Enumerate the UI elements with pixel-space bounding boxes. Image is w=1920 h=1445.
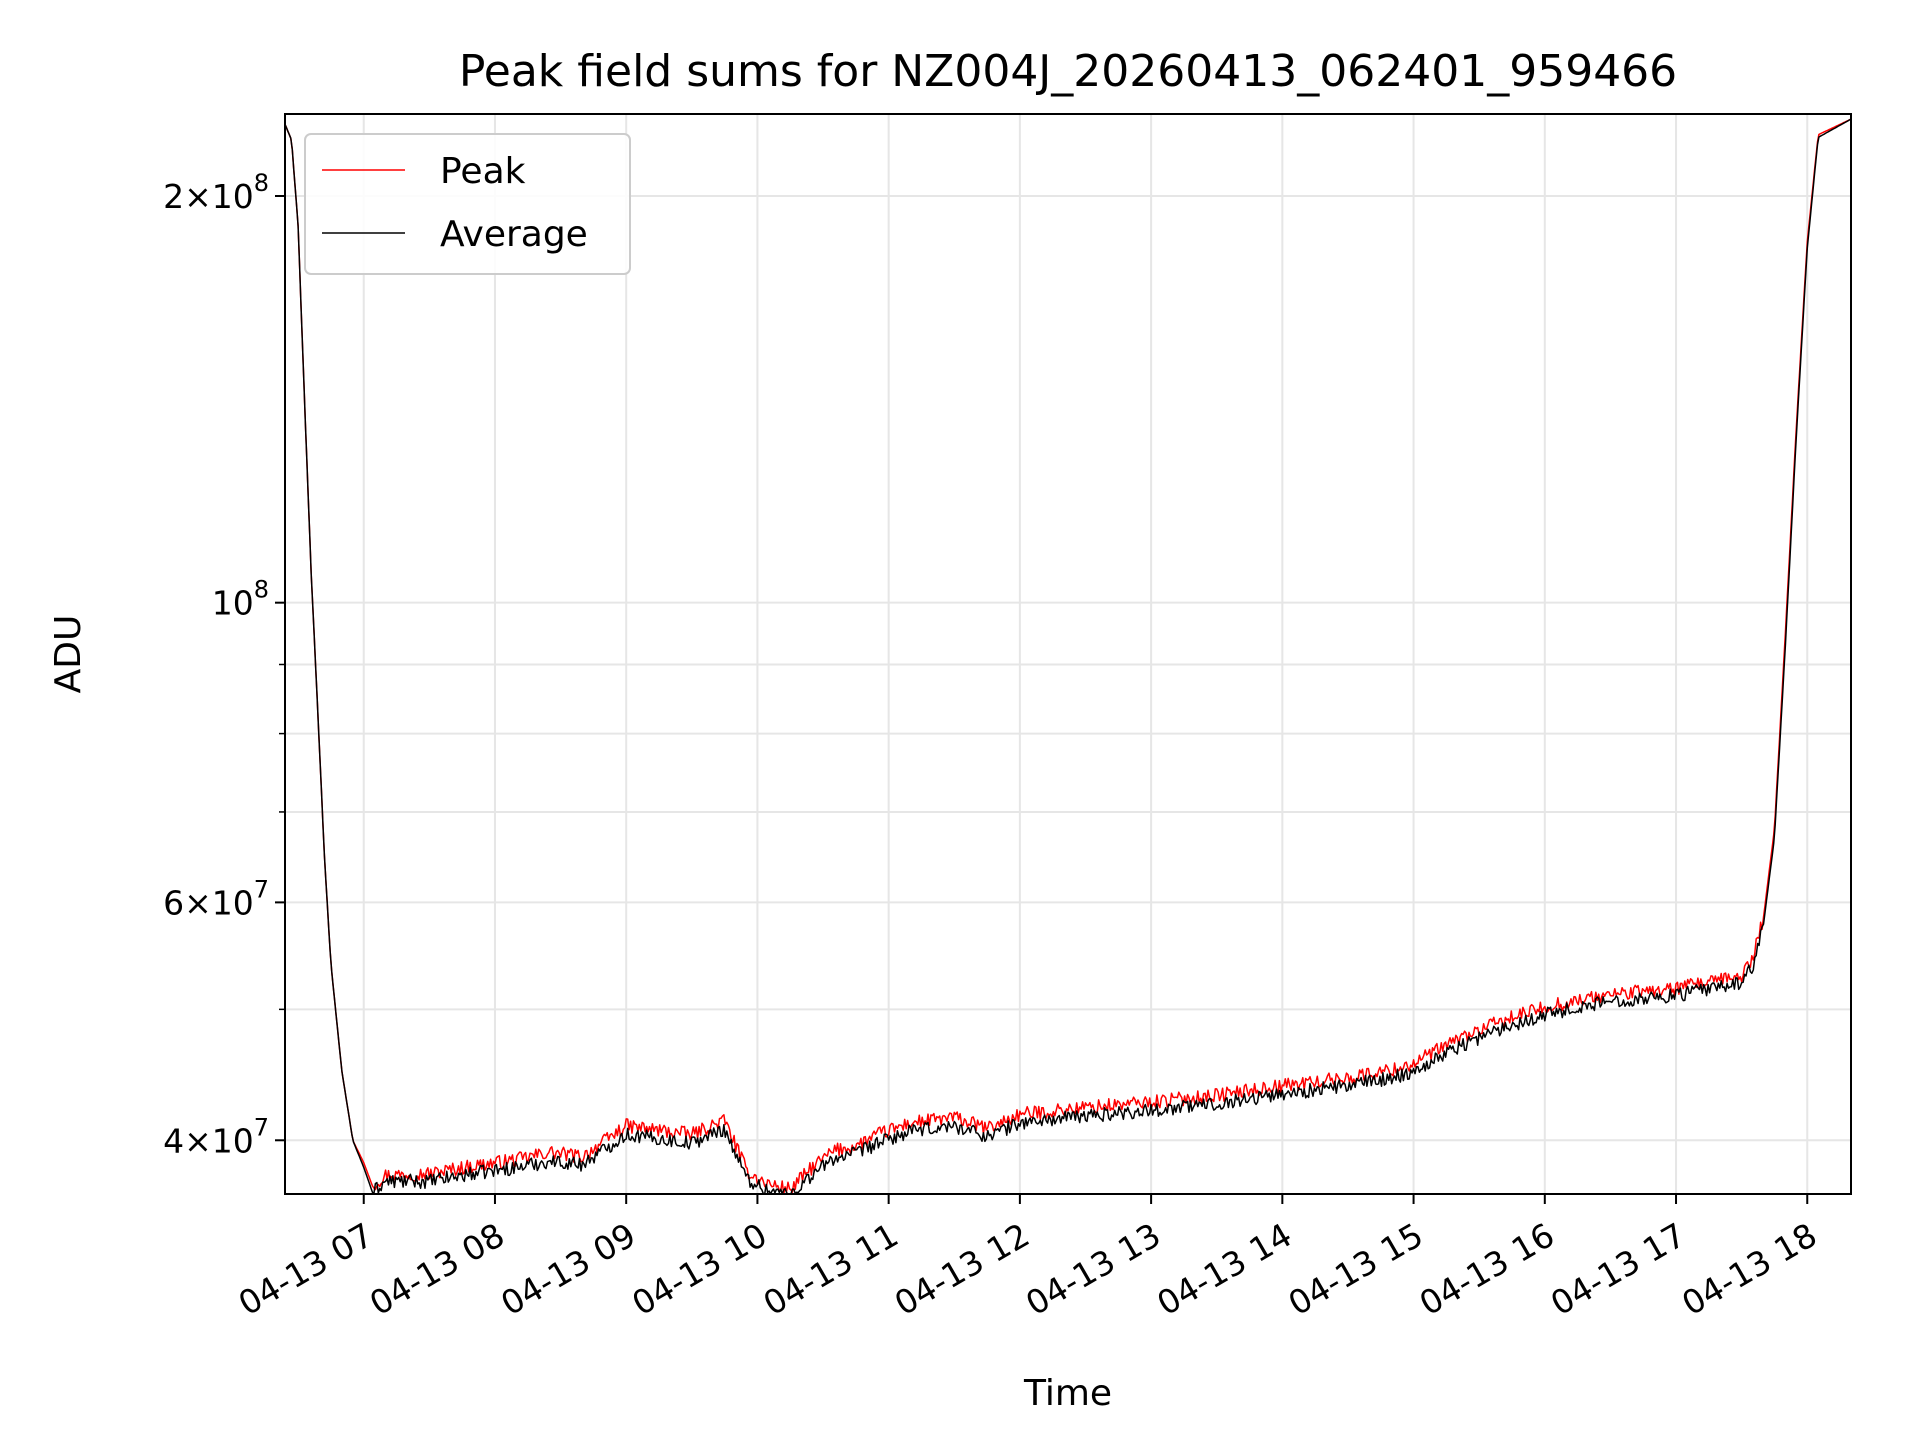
- x-axis-label: Time: [1023, 1373, 1112, 1414]
- legend: Peak Average: [304, 133, 631, 275]
- chart-title: Peak field sums for NZ004J_20260413_0624…: [459, 46, 1677, 97]
- series-line-peak: [284, 118, 1852, 1195]
- y-tick-base: 10: [212, 584, 254, 623]
- plot-frame: [284, 113, 1852, 1195]
- y-tick-base: 2×10: [163, 177, 254, 216]
- y-tick-label: 4×107: [163, 1113, 269, 1160]
- legend-label-peak: Peak: [440, 151, 526, 192]
- y-tick-base: 4×10: [163, 1121, 254, 1160]
- y-tick-label: 6×107: [163, 875, 269, 922]
- y-tick-label: 2×108: [163, 169, 269, 216]
- y-axis-label: ADU: [48, 615, 89, 694]
- y-tick-exponent: 8: [254, 169, 269, 197]
- series-line-average: [284, 118, 1852, 1195]
- grid: [285, 114, 1851, 1194]
- legend-box: [304, 133, 631, 275]
- y-tick-exponent: 8: [254, 576, 269, 604]
- y-tick-exponent: 7: [254, 1113, 269, 1141]
- series-lines: [284, 118, 1852, 1195]
- y-tick-base: 6×10: [163, 883, 254, 922]
- y-tick-label: 108: [212, 576, 269, 623]
- y-tick-exponent: 7: [254, 875, 269, 903]
- legend-label-average: Average: [440, 214, 588, 255]
